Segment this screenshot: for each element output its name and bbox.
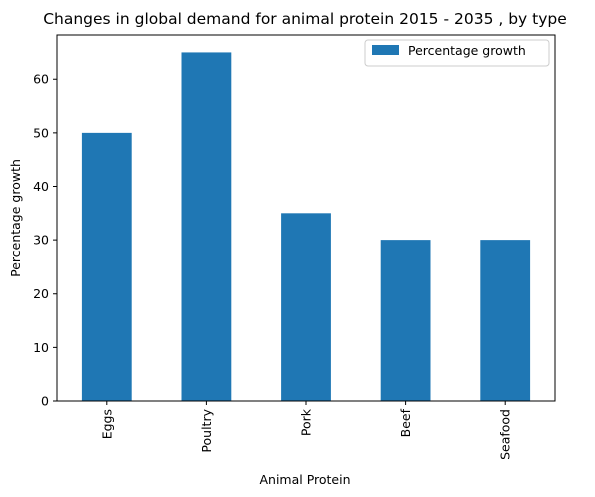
bar-pork — [281, 213, 331, 401]
bar-eggs — [81, 132, 132, 401]
x-axis-label: Animal Protein — [259, 472, 350, 487]
legend-frame — [364, 39, 550, 67]
y-tick-label: 10 — [33, 340, 49, 355]
y-tick-label: 40 — [33, 179, 49, 194]
x-tick-label-beef: Beef — [398, 408, 413, 437]
legend-swatch — [372, 45, 399, 55]
x-tick-label-eggs: Eggs — [99, 409, 114, 439]
plot-frame — [56, 34, 556, 402]
x-tick-label-poultry: Poultry — [199, 408, 214, 452]
x-axis: Eggs Poultry Pork Beef Seafood — [99, 401, 513, 460]
bar-poultry — [181, 52, 232, 402]
y-tick-label: 0 — [41, 394, 49, 409]
x-tick-label-pork: Pork — [299, 408, 314, 436]
y-tick-label: 60 — [33, 72, 49, 87]
bar-seafood — [480, 240, 531, 401]
x-tick-label-seafood: Seafood — [498, 409, 513, 460]
bar-beef — [380, 240, 431, 401]
y-tick-label: 50 — [33, 125, 49, 140]
legend-label: Percentage growth — [408, 43, 526, 58]
chart-title: Changes in global demand for animal prot… — [43, 10, 567, 28]
y-tick-label: 20 — [33, 286, 49, 301]
y-axis-label: Percentage growth — [8, 159, 23, 277]
y-axis: 0 10 20 30 40 50 60 — [33, 72, 57, 409]
legend: Percentage growth — [364, 39, 550, 67]
y-tick-label: 30 — [33, 233, 49, 248]
bars-group — [81, 52, 531, 402]
